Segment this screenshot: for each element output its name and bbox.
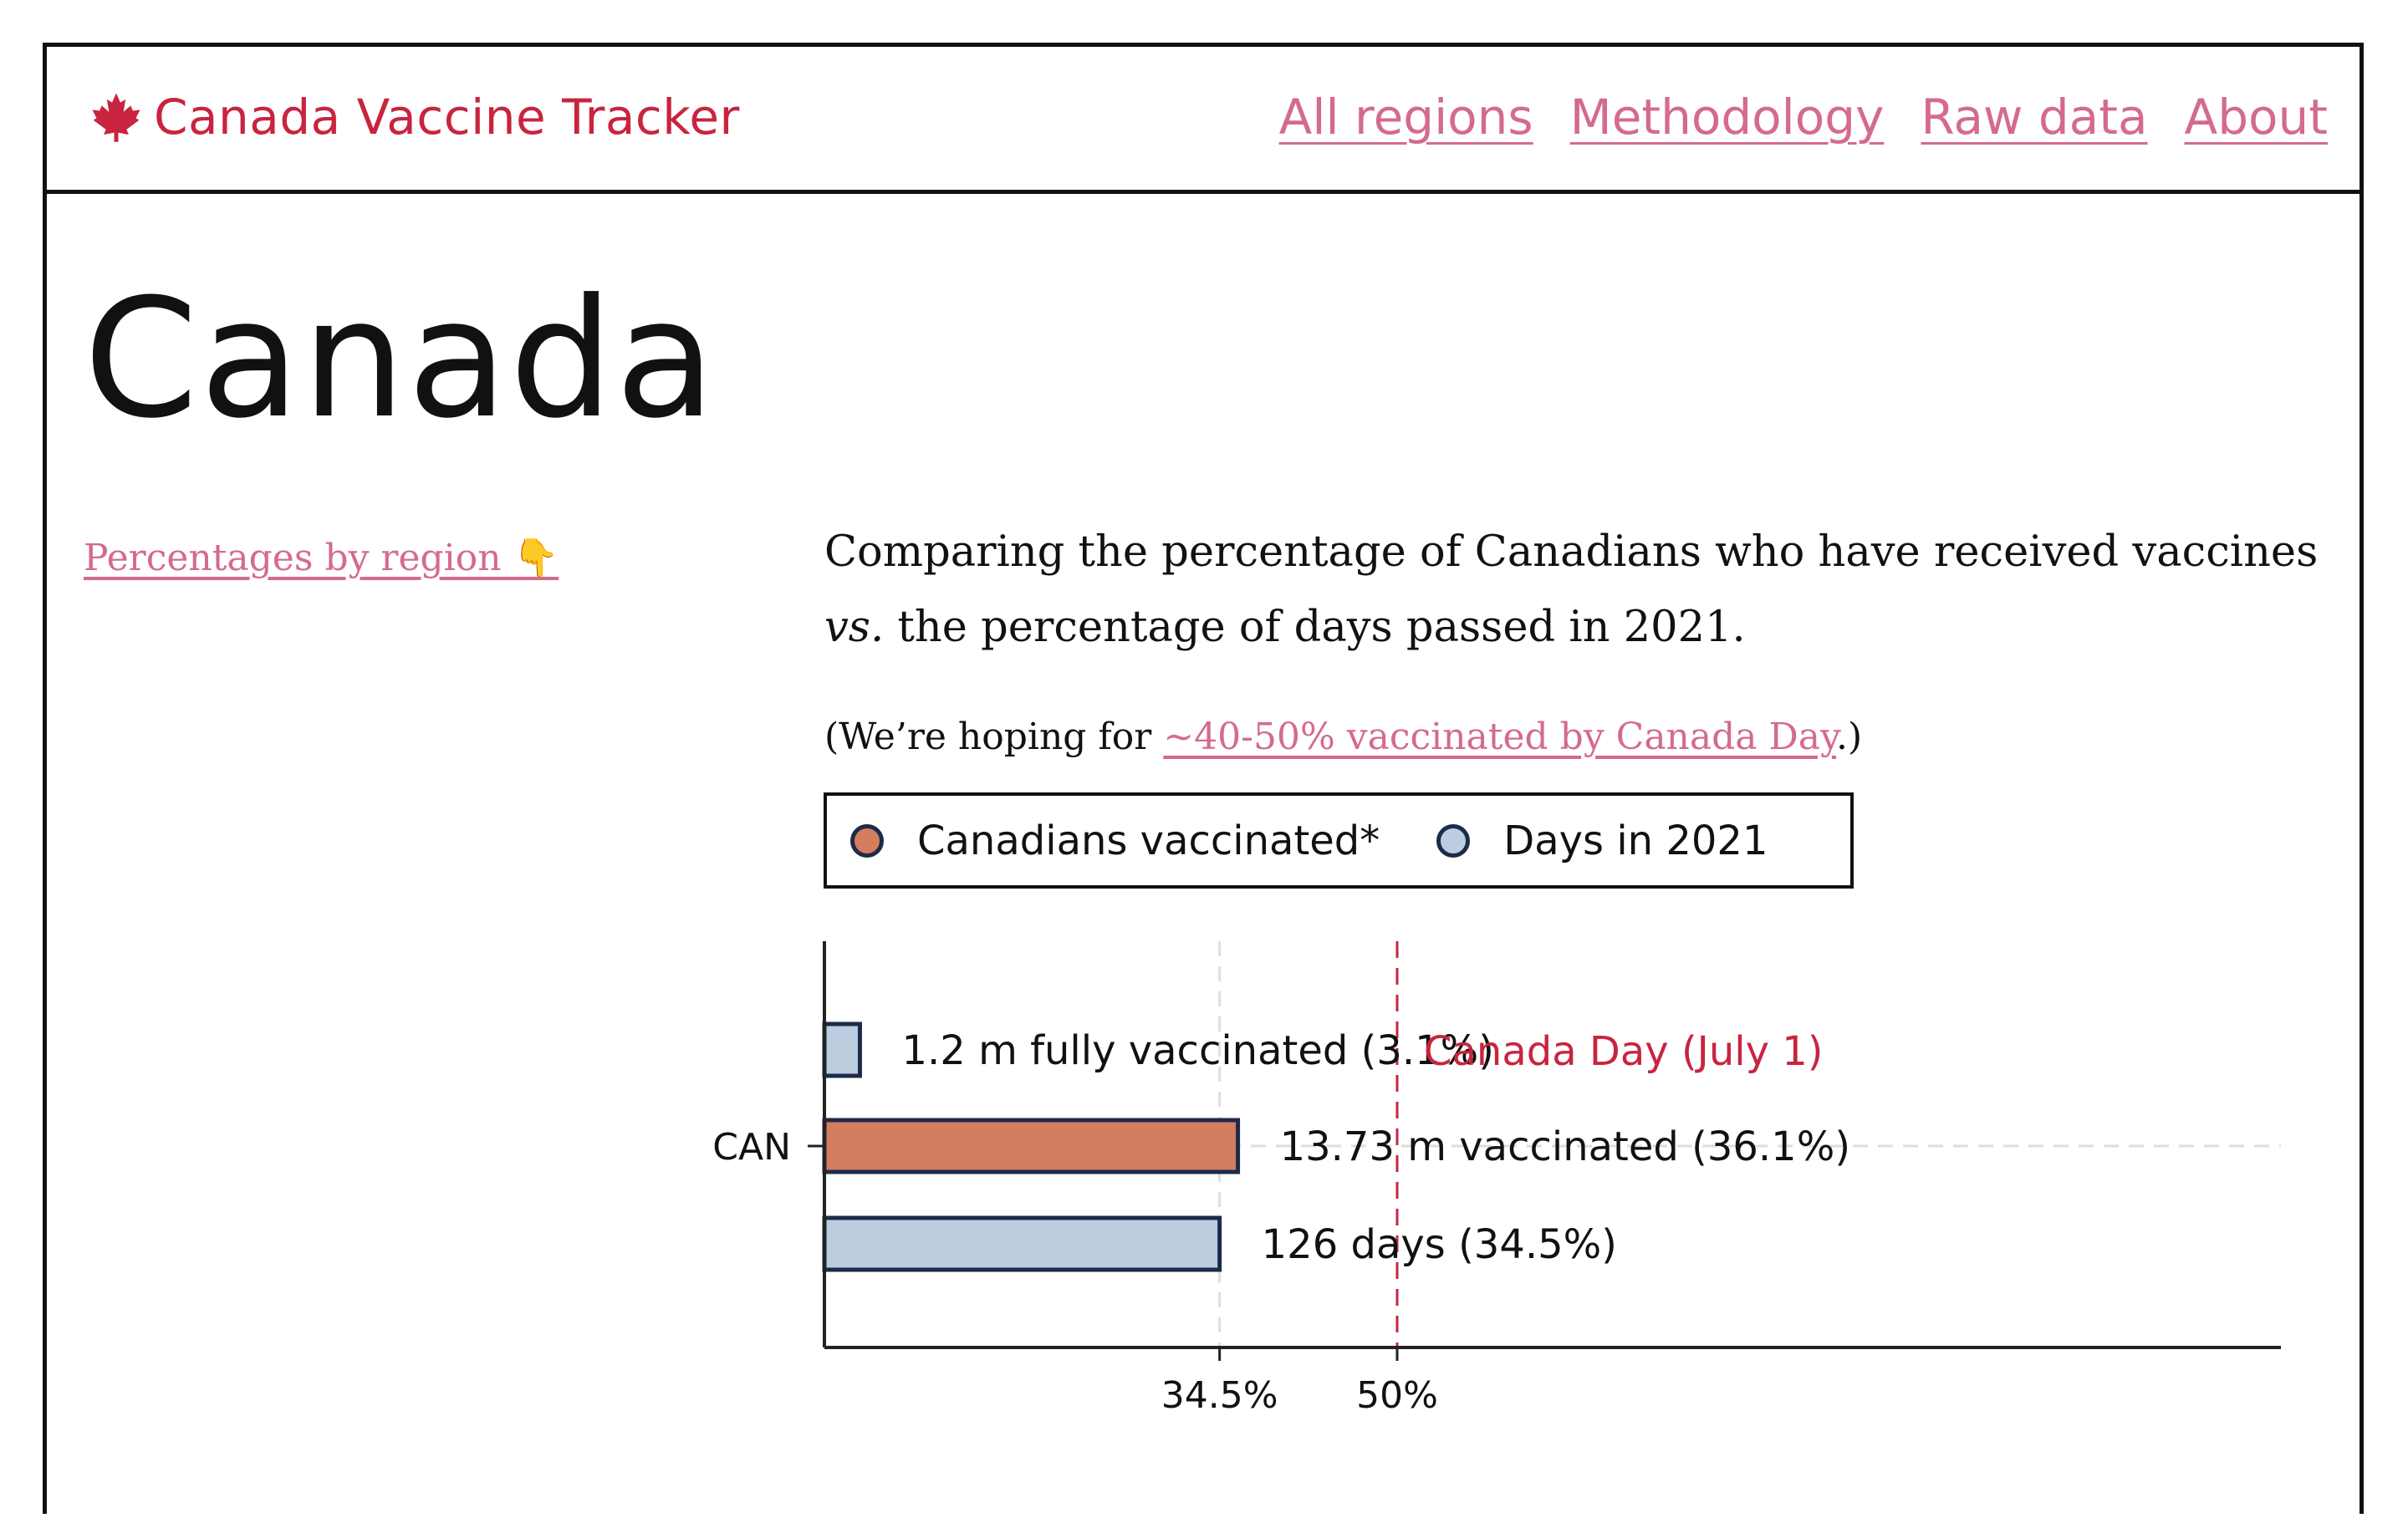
nav-methodology[interactable]: Methodology — [1569, 89, 1885, 145]
intro-text: Comparing the percentage of Canadians wh… — [824, 515, 2329, 665]
hope-text: (We’re hoping for ~40-50% vaccinated by … — [824, 716, 1862, 758]
brand-link[interactable]: Canada Vaccine Tracker — [90, 89, 740, 145]
brand-title: Canada Vaccine Tracker — [154, 89, 740, 145]
bar-label-vaccinated: 13.73 m vaccinated (36.1%) — [1280, 1123, 1850, 1170]
category-label: CAN — [712, 1126, 791, 1169]
hope-prefix: (We’re hoping for — [824, 716, 1164, 758]
page-frame: Canada Vaccine Tracker All regions Metho… — [43, 43, 2364, 1514]
legend-label-vaccinated: Canadians vaccinated* — [917, 817, 1380, 864]
bar-label-fully-vaccinated: 1.2 m fully vaccinated (3.1%) — [901, 1027, 1494, 1074]
legend-swatch-vaccinated — [850, 823, 884, 858]
legend-item-vaccinated: Canadians vaccinated* — [850, 818, 1380, 864]
bar-fully-vaccinated — [822, 1021, 862, 1078]
x-tick-label-1: 50% — [1356, 1374, 1438, 1417]
site-header: Canada Vaccine Tracker All regions Metho… — [47, 47, 2360, 194]
percentages-by-region-link[interactable]: Percentages by region 👇 — [84, 537, 559, 579]
vaccination-bar-chart: 1.2 m fully vaccinated (3.1%) 13.73 m vac… — [712, 941, 2281, 1417]
nav-raw-data[interactable]: Raw data — [1921, 89, 2148, 145]
bar-label-days: 126 days (34.5%) — [1262, 1221, 1617, 1268]
intro-line1: Comparing the percentage of Canadians wh… — [824, 527, 2319, 577]
x-tick-label-0: 34.5% — [1161, 1374, 1278, 1417]
hope-suffix: .) — [1836, 716, 1863, 758]
maple-leaf-icon — [92, 93, 140, 142]
chart-legend: Canadians vaccinated* Days in 2021 — [824, 792, 1854, 889]
canada-day-annotation: Canada Day (July 1) — [1424, 1028, 1824, 1075]
top-nav: All regions Methodology Raw data About — [1279, 89, 2328, 145]
bar-vaccinated — [822, 1118, 1241, 1174]
intro-vs: vs. — [824, 603, 885, 652]
page-title: Canada — [84, 264, 717, 455]
legend-item-days: Days in 2021 — [1436, 818, 1768, 864]
legend-label-days: Days in 2021 — [1503, 817, 1768, 864]
intro-line2: the percentage of days passed in 2021. — [884, 603, 1746, 652]
bar-days — [822, 1215, 1222, 1272]
legend-swatch-days — [1436, 823, 1471, 858]
canada-day-link[interactable]: ~40-50% vaccinated by Canada Day — [1163, 716, 1837, 758]
nav-all-regions[interactable]: All regions — [1278, 89, 1533, 145]
nav-about[interactable]: About — [2184, 89, 2328, 145]
